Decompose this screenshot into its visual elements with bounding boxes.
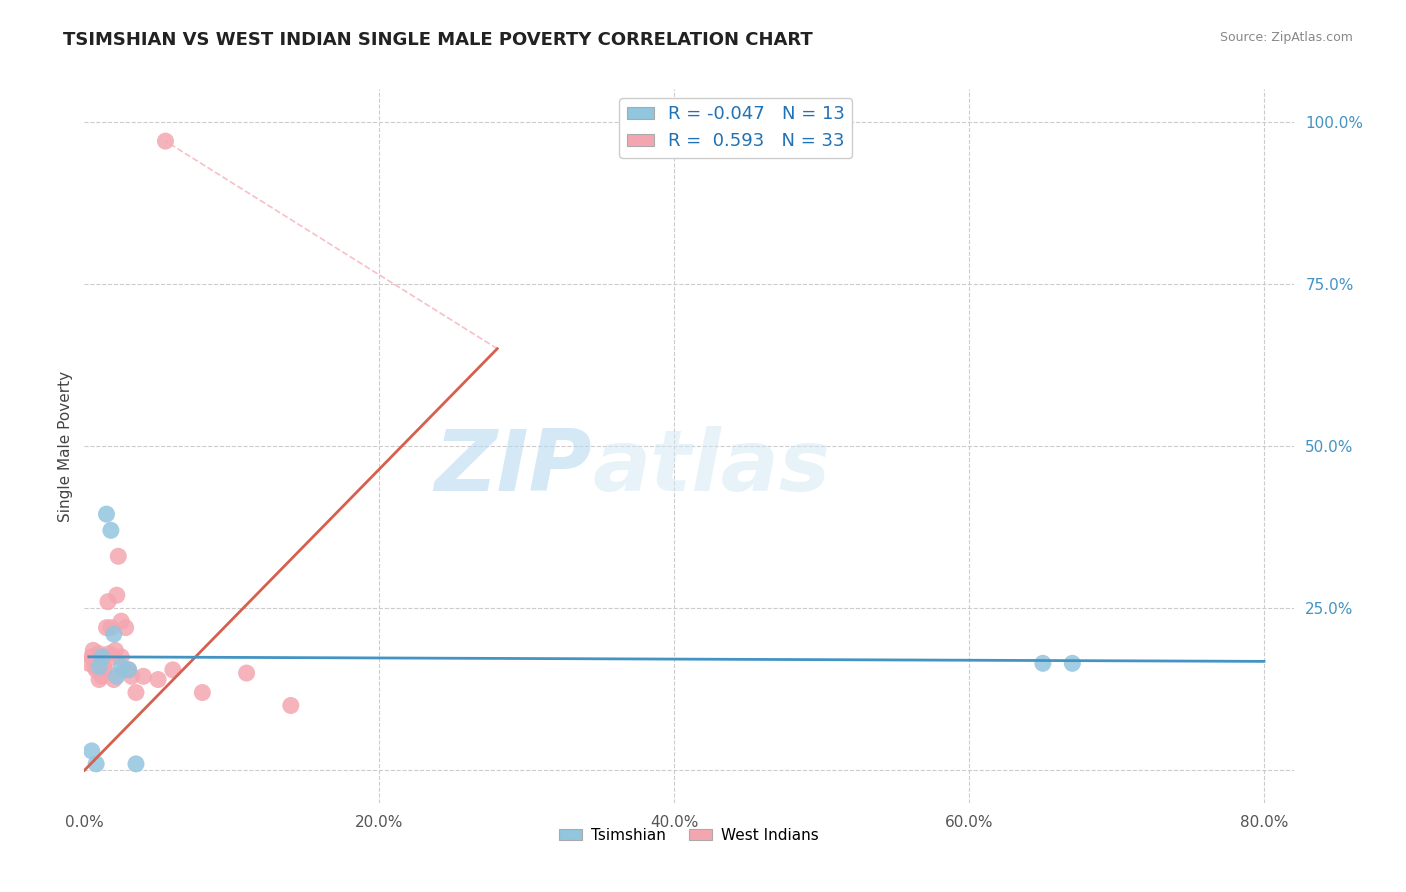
Point: [162, 663, 184, 677]
Point: [103, 673, 125, 687]
Point: [87, 647, 110, 661]
Point: [1032, 657, 1054, 671]
Point: [98, 647, 121, 661]
Point: [87, 673, 110, 687]
Point: [82, 643, 104, 657]
Point: [117, 663, 139, 677]
Point: [87, 659, 110, 673]
Text: Source: ZipAtlas.com: Source: ZipAtlas.com: [1219, 31, 1353, 45]
Point: [91, 649, 114, 664]
Point: [93, 659, 115, 673]
Point: [121, 669, 143, 683]
Point: [96, 507, 118, 521]
Point: [80, 649, 103, 664]
Point: [101, 649, 124, 664]
Point: [125, 685, 148, 699]
Point: [91, 669, 114, 683]
Point: [132, 669, 155, 683]
Point: [97, 595, 120, 609]
Legend: Tsimshian, West Indians: Tsimshian, West Indians: [553, 822, 825, 848]
Point: [110, 659, 132, 673]
Point: [103, 627, 125, 641]
Point: [110, 649, 132, 664]
Point: [107, 549, 129, 564]
Point: [84, 756, 107, 771]
Point: [114, 621, 136, 635]
Point: [77, 657, 100, 671]
Point: [100, 621, 122, 635]
Point: [96, 621, 118, 635]
Text: TSIMSHIAN VS WEST INDIAN SINGLE MALE POVERTY CORRELATION CHART: TSIMSHIAN VS WEST INDIAN SINGLE MALE POV…: [63, 31, 813, 49]
Point: [84, 663, 107, 677]
Y-axis label: Single Male Poverty: Single Male Poverty: [58, 370, 73, 522]
Point: [86, 653, 108, 667]
Point: [146, 673, 169, 687]
Point: [105, 588, 128, 602]
Point: [100, 524, 122, 538]
Point: [104, 643, 127, 657]
Point: [280, 698, 302, 713]
Point: [112, 663, 135, 677]
Point: [125, 756, 148, 771]
Point: [155, 134, 177, 148]
Point: [191, 685, 214, 699]
Point: [1062, 657, 1084, 671]
Point: [80, 744, 103, 758]
Point: [110, 614, 132, 628]
Point: [94, 663, 117, 677]
Text: atlas: atlas: [592, 425, 831, 509]
Point: [117, 663, 139, 677]
Point: [83, 659, 105, 673]
Point: [105, 669, 128, 683]
Text: ZIP: ZIP: [434, 425, 592, 509]
Point: [235, 666, 257, 681]
